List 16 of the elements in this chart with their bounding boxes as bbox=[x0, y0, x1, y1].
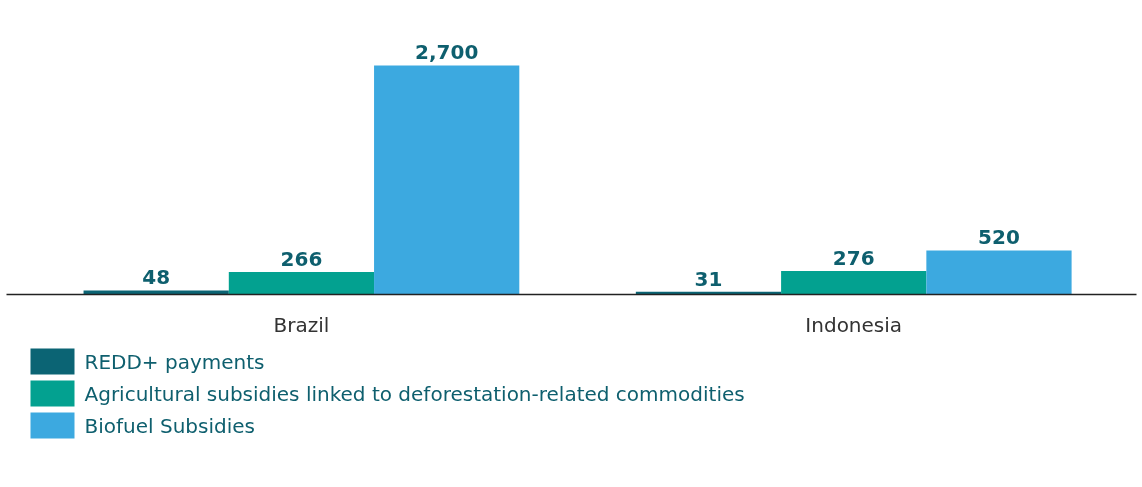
data-label: 31 bbox=[694, 266, 723, 291]
bar bbox=[83, 290, 229, 295]
x-tick-label: Indonesia bbox=[805, 312, 903, 337]
data-label: 266 bbox=[280, 246, 323, 271]
bar bbox=[781, 271, 927, 295]
bar bbox=[926, 250, 1072, 295]
data-label: 276 bbox=[832, 246, 875, 271]
bar bbox=[228, 271, 375, 295]
x-tick-label: Brazil bbox=[273, 312, 330, 337]
bar bbox=[374, 65, 520, 295]
data-label: 48 bbox=[142, 265, 171, 290]
legend-label: Biofuel Subsidies bbox=[84, 413, 255, 438]
data-label: 520 bbox=[978, 225, 1020, 250]
data-label: 2,700 bbox=[415, 40, 479, 65]
legend-label: REDD+ payments bbox=[84, 349, 265, 374]
legend-label: Agricultural subsidies linked to deforestation-related commodities bbox=[84, 381, 745, 406]
